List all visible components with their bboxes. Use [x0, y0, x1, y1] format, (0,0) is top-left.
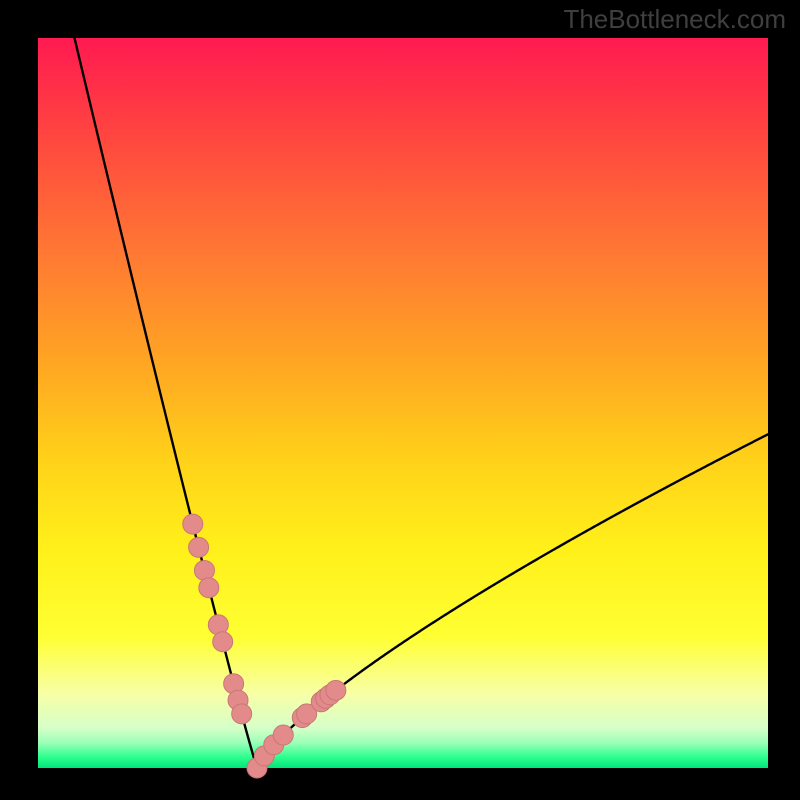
curve-marker — [194, 560, 214, 580]
plot-area — [38, 38, 768, 768]
curve-marker — [273, 725, 293, 745]
curve-marker — [183, 514, 203, 534]
stage: TheBottleneck.com — [0, 0, 800, 800]
watermark-text: TheBottleneck.com — [563, 4, 786, 35]
bottleneck-curve — [75, 38, 769, 767]
chart-svg — [38, 38, 768, 768]
curve-marker — [189, 537, 209, 557]
curve-marker — [213, 632, 233, 652]
curve-marker — [199, 578, 219, 598]
curve-markers — [183, 514, 346, 778]
curve-marker — [232, 704, 252, 724]
curve-marker — [326, 680, 346, 700]
